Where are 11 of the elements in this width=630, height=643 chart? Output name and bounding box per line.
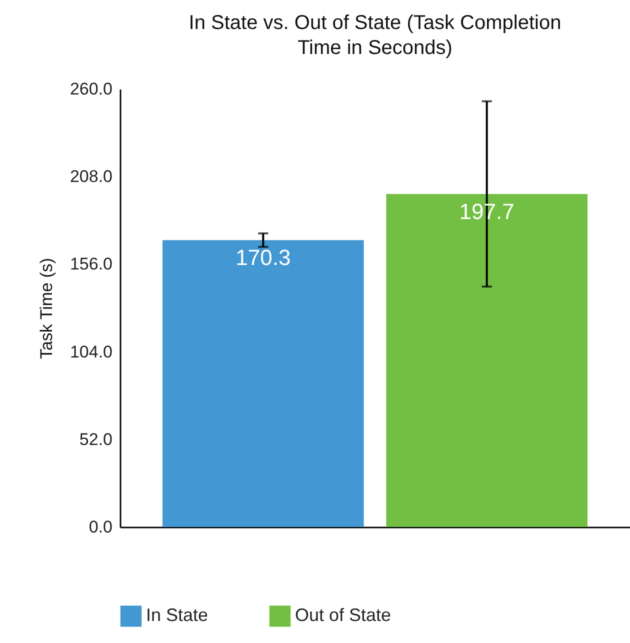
legend-label: In State <box>146 605 208 626</box>
y-tick-label: 52.0 <box>79 430 112 449</box>
y-tick-label: 104.0 <box>70 342 112 362</box>
y-tick-label: 208.0 <box>70 167 112 186</box>
y-tick-label: 156.0 <box>70 254 112 274</box>
y-tick-label: 260.0 <box>70 80 112 98</box>
chart-title: In State vs. Out of State (Task Completion Time in Seconds) <box>188 12 562 59</box>
y-tick-label: 0.0 <box>88 518 112 536</box>
y-axis-title: Task Time (s) <box>36 258 56 360</box>
data-label: 170.3 <box>236 245 291 270</box>
legend-label: Out of State <box>295 605 392 626</box>
